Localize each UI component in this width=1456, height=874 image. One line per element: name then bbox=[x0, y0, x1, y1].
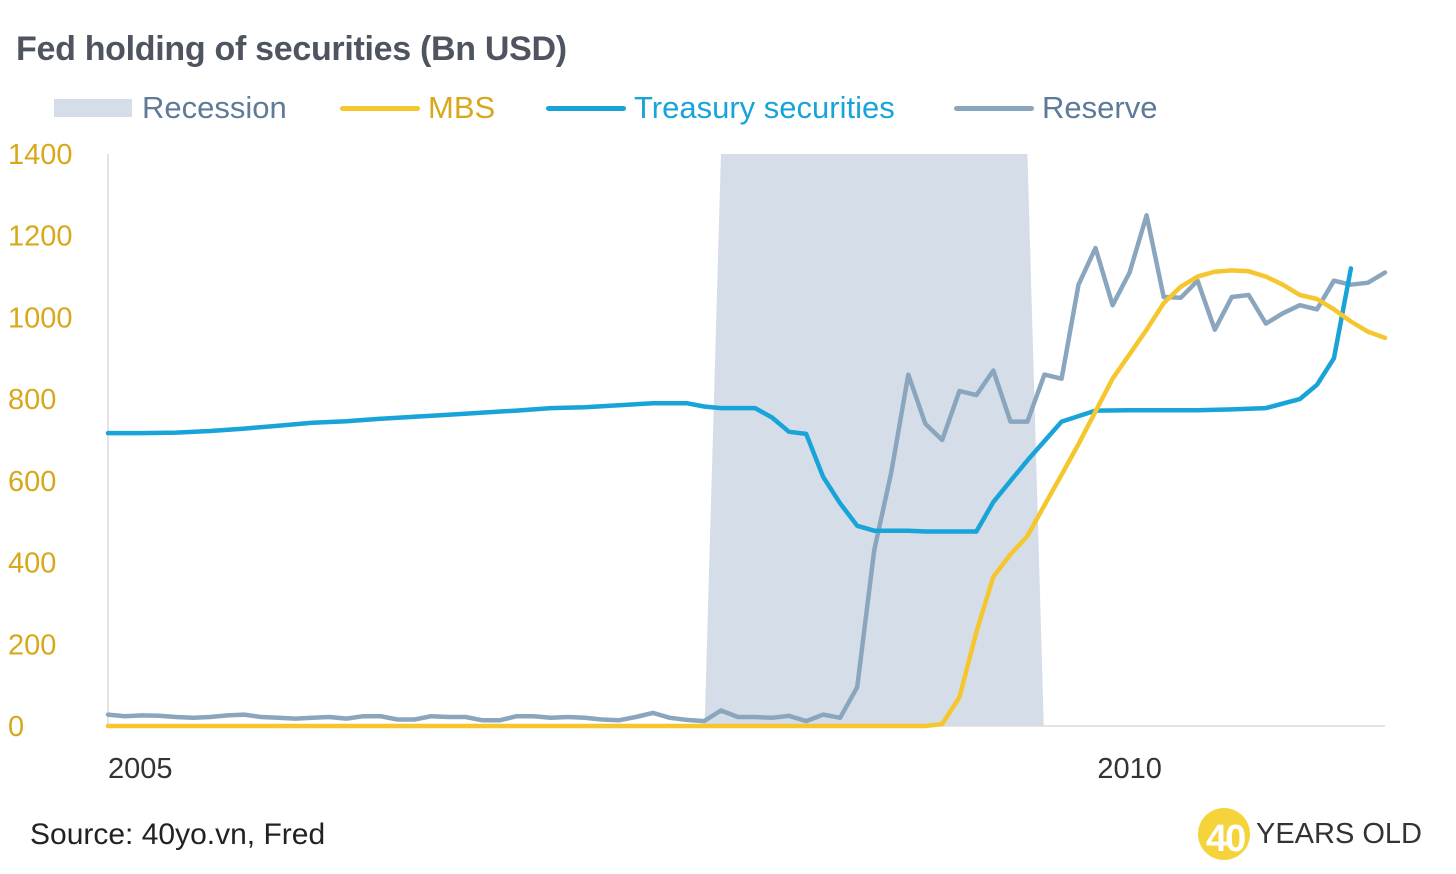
brand-logo: 40 YEARS OLD bbox=[1198, 802, 1422, 866]
legend-item-treasury: Treasury securities bbox=[546, 88, 895, 128]
logo-badge: 40 bbox=[1198, 808, 1250, 860]
x-tick-label: 2005 bbox=[108, 753, 173, 785]
legend-label-recession: Recession bbox=[142, 90, 287, 125]
legend-label-reserve: Reserve bbox=[1042, 90, 1158, 125]
recession-band bbox=[704, 154, 1044, 726]
chart-title: Fed holding of securities (Bn USD) bbox=[16, 30, 567, 68]
y-tick-label: 1200 bbox=[8, 221, 73, 253]
series-line-mbs bbox=[105, 268, 1388, 729]
logo-text: YEARS OLD bbox=[1256, 817, 1422, 850]
legend-item-recession: Recession bbox=[54, 88, 287, 128]
x-tick-label: 2010 bbox=[1097, 753, 1162, 785]
legend-swatch-reserve bbox=[954, 105, 1034, 111]
y-tick-label: 200 bbox=[8, 629, 56, 661]
y-tick-label: 1400 bbox=[8, 139, 73, 171]
legend-swatch-recession bbox=[54, 99, 132, 117]
series-line-treasury-securities bbox=[105, 266, 1354, 534]
logo-number: 40 bbox=[1206, 818, 1246, 860]
source-note: Source: 40yo.vn, Fred bbox=[30, 818, 326, 851]
y-tick-label: 800 bbox=[8, 384, 56, 416]
legend-item-reserve: Reserve bbox=[954, 88, 1157, 128]
legend-item-mbs: MBS bbox=[340, 88, 495, 128]
y-tick-label: 600 bbox=[8, 466, 56, 498]
legend-swatch-treasury bbox=[546, 105, 626, 111]
chart-legend: Recession MBS Treasury securities Reserv… bbox=[0, 88, 1456, 128]
legend-swatch-mbs bbox=[340, 105, 420, 111]
y-tick-label: 0 bbox=[8, 711, 24, 743]
y-tick-label: 1000 bbox=[8, 302, 73, 334]
y-tick-label: 400 bbox=[8, 548, 56, 580]
legend-label-mbs: MBS bbox=[428, 90, 496, 125]
legend-label-treasury: Treasury securities bbox=[634, 90, 895, 125]
